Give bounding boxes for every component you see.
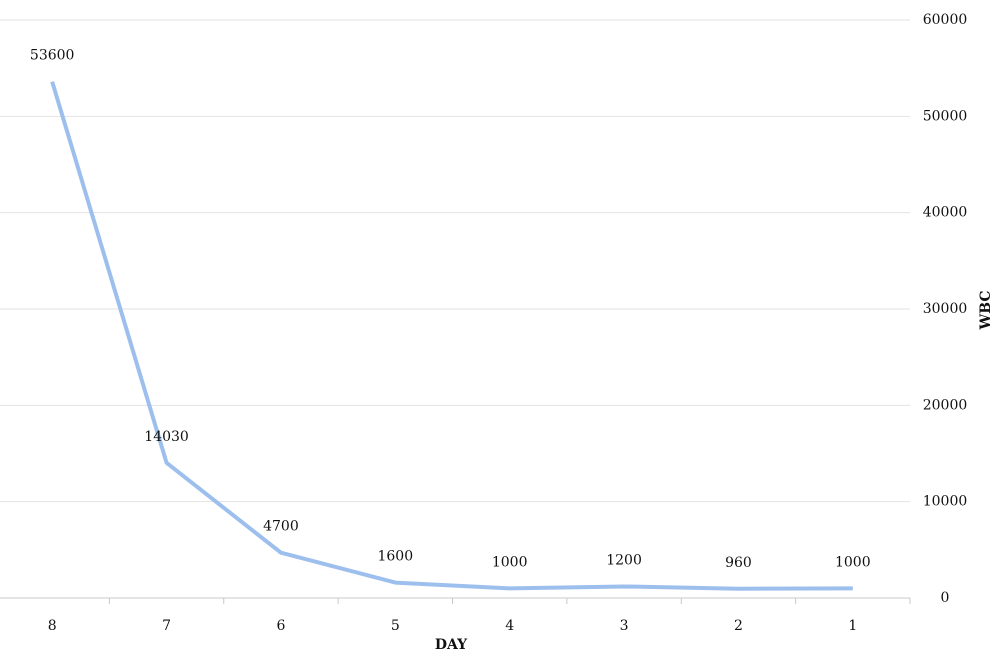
x-tick-label: 4 (505, 618, 514, 634)
y-axis-title: WBC (978, 291, 994, 331)
x-axis-title: DAY (435, 637, 468, 653)
x-tick-label: 1 (848, 618, 857, 634)
x-tick-label: 7 (162, 618, 171, 634)
data-label: 4700 (263, 519, 299, 535)
data-label: 53600 (30, 48, 75, 64)
data-label: 960 (725, 555, 752, 571)
y-tick-label: 20000 (923, 397, 968, 413)
y-tick-label: 10000 (923, 494, 968, 510)
y-tick-label: 30000 (923, 301, 968, 317)
data-label: 1600 (377, 549, 413, 565)
data-line (50, 81, 853, 591)
data-label: 1200 (606, 552, 642, 568)
y-tick-label: 60000 (923, 12, 968, 28)
data-label: 14030 (144, 429, 189, 445)
y-tick-label: 40000 (923, 205, 968, 221)
x-tick-label: 3 (620, 618, 629, 634)
x-tick-label: 6 (276, 618, 285, 634)
x-tick-label: 5 (391, 618, 400, 634)
y-tick-label: 0 (941, 590, 950, 606)
x-tick-label: 2 (734, 618, 743, 634)
y-tick-label: 50000 (923, 108, 968, 124)
data-label: 1000 (835, 554, 871, 570)
data-label: 1000 (492, 554, 528, 570)
x-tick-label: 8 (48, 618, 57, 634)
